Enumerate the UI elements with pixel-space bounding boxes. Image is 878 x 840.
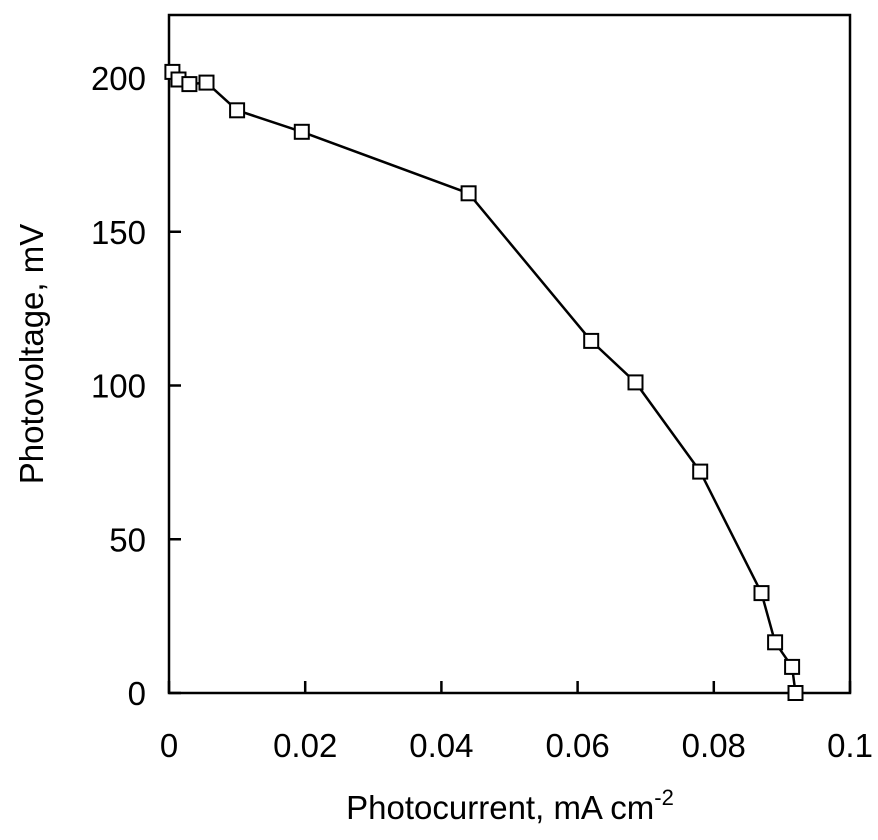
data-point-marker <box>460 185 477 202</box>
data-point-marker <box>181 76 198 93</box>
x-tick-label: 0.02 <box>273 727 337 764</box>
series-line <box>171 71 797 694</box>
data-point-marker <box>767 634 784 651</box>
data-point-marker <box>787 685 804 701</box>
y-axis-label: Photovoltage, mV <box>13 224 50 485</box>
y-tick-label: 100 <box>91 368 146 405</box>
x-tick-label: 0.04 <box>409 727 473 764</box>
data-point-marker <box>627 374 644 391</box>
x-axis-label-text: Photocurrent, mA cm <box>346 789 654 826</box>
y-axis-ticks: 0 50 100 150 200 <box>91 60 181 712</box>
x-tick-label: 0.06 <box>545 727 609 764</box>
data-point-marker <box>753 585 770 602</box>
data-point-marker <box>583 332 600 349</box>
plot-frame <box>167 13 852 695</box>
data-point-marker <box>784 658 801 675</box>
x-tick-label: 0.1 <box>827 727 873 764</box>
x-tick-label: 0.08 <box>682 727 746 764</box>
data-point-marker <box>692 463 709 480</box>
x-tick-label: 0 <box>160 727 178 764</box>
data-point-marker <box>198 74 215 91</box>
x-axis-ticks: 0 0.02 0.04 0.06 0.08 0.1 <box>160 681 873 764</box>
data-point-marker <box>293 123 310 140</box>
y-tick-label: 0 <box>128 675 146 712</box>
y-tick-label: 200 <box>91 60 146 97</box>
series-layer <box>164 63 804 701</box>
y-tick-label: 50 <box>109 521 146 558</box>
y-tick-label: 150 <box>91 214 146 251</box>
x-axis-label-superscript: -2 <box>654 785 674 810</box>
x-axis-label: Photocurrent, mA cm-2 <box>346 785 674 826</box>
data-point-marker <box>229 102 246 119</box>
